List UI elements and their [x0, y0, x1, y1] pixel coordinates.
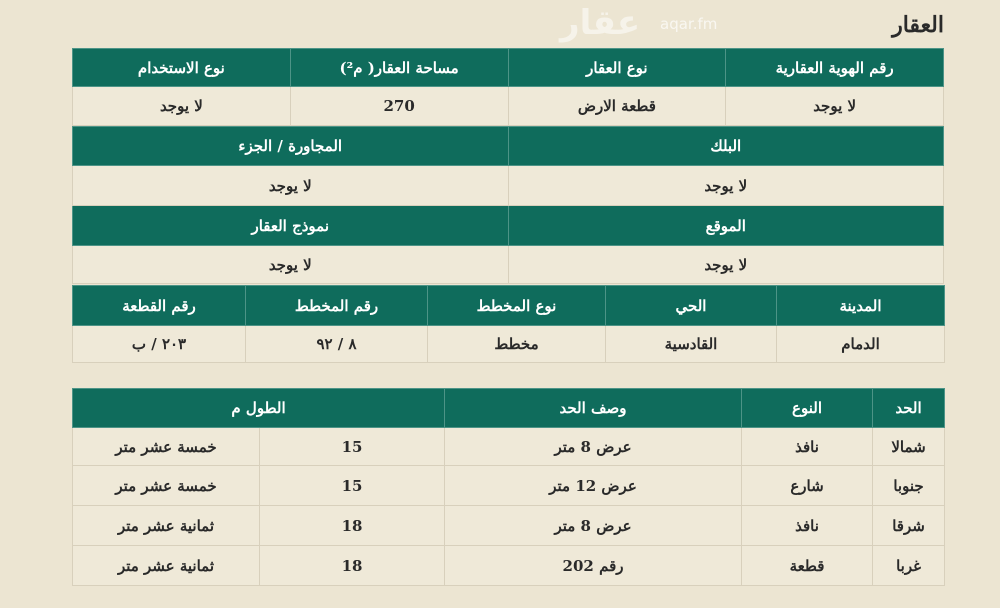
property-info-table: رقم الهوية العقارية نوع العقار مساحة الع…: [72, 48, 944, 126]
cell-boundary: جنوبا: [872, 465, 946, 506]
header-city: المدينة: [776, 285, 945, 326]
header-length: الطول م: [71, 388, 446, 428]
header-property-type: نوع العقار: [507, 48, 727, 87]
header-boundary: الحد: [872, 388, 946, 428]
cell-description: عرض 12 متر: [444, 465, 743, 506]
table-row: جنوبا شارع عرض 12 متر 15 خمسة عشر متر: [71, 465, 946, 506]
header-type: النوع: [741, 388, 874, 428]
cell-length-number: 15: [259, 427, 446, 466]
cell-length-text: ثمانية عشر متر: [71, 545, 261, 586]
value-neighbor-part: لا يوجد: [72, 165, 509, 206]
value-property-id: لا يوجد: [725, 86, 944, 126]
value-city: الدمام: [776, 325, 945, 363]
value-location: لا يوجد: [507, 245, 944, 284]
value-plot-number: ٢٠٣ / ب: [72, 325, 246, 363]
table-row: شمالا نافذ عرض 8 متر 15 خمسة عشر متر: [71, 427, 946, 466]
cell-type: نافذ: [741, 505, 874, 546]
header-location: الموقع: [507, 205, 944, 246]
header-district: الحي: [605, 285, 777, 326]
value-usage-type: لا يوجد: [72, 86, 291, 126]
section-title: العقار: [892, 12, 944, 38]
cell-length-number: 18: [259, 545, 446, 586]
header-plan-type: نوع المخطط: [427, 285, 606, 326]
header-description: وصف الحد: [444, 388, 743, 428]
cell-type: قطعة: [741, 545, 874, 586]
cell-length-number: 15: [259, 465, 446, 506]
header-plan-number: رقم المخطط: [245, 285, 428, 326]
header-area: مساحة العقار( م²): [289, 48, 509, 87]
cell-boundary: شمالا: [872, 427, 946, 466]
cell-length-text: ثمانية عشر متر: [71, 505, 261, 546]
cell-type: شارع: [741, 465, 874, 506]
cell-description: رقم 202: [444, 545, 743, 586]
header-block: البلك: [507, 126, 944, 166]
header-property-id: رقم الهوية العقارية: [725, 48, 944, 87]
aqar-watermark-site: aqar.fm: [660, 15, 718, 33]
value-plan-number: ٨ / ٩٢: [245, 325, 428, 363]
value-block: لا يوجد: [507, 165, 944, 206]
aqar-watermark-logo: عقار: [560, 3, 641, 43]
cell-boundary: شرقا: [872, 505, 946, 546]
value-property-model: لا يوجد: [72, 245, 509, 284]
header-neighbor-part: المجاورة / الجزء: [72, 126, 509, 166]
boundaries-table: الحد النوع وصف الحد الطول م شمالا نافذ عرض…: [71, 388, 946, 586]
value-area: 270: [289, 86, 509, 126]
header-plot-number: رقم القطعة: [72, 285, 246, 326]
value-property-type: قطعة الارض: [507, 86, 727, 126]
header-property-model: نموذج العقار: [72, 205, 509, 246]
cell-length-number: 18: [259, 505, 446, 546]
cell-length-text: خمسة عشر متر: [71, 427, 261, 466]
location-table: المدينة الحي نوع المخطط رقم المخطط رقم ا…: [72, 285, 945, 363]
value-plan-type: مخطط: [427, 325, 606, 363]
table-row: شرقا نافذ عرض 8 متر 18 ثمانية عشر متر: [71, 505, 946, 546]
cell-description: عرض 8 متر: [444, 427, 743, 466]
block-table: البلك المجاورة / الجزء لا يوجد لا يوجد ا…: [72, 126, 944, 284]
cell-description: عرض 8 متر: [444, 505, 743, 546]
cell-boundary: غربا: [872, 545, 946, 586]
cell-type: نافذ: [741, 427, 874, 466]
table-row: غربا قطعة رقم 202 18 ثمانية عشر متر: [71, 545, 946, 586]
value-district: القادسية: [605, 325, 777, 363]
header-usage-type: نوع الاستخدام: [72, 48, 291, 87]
cell-length-text: خمسة عشر متر: [71, 465, 261, 506]
